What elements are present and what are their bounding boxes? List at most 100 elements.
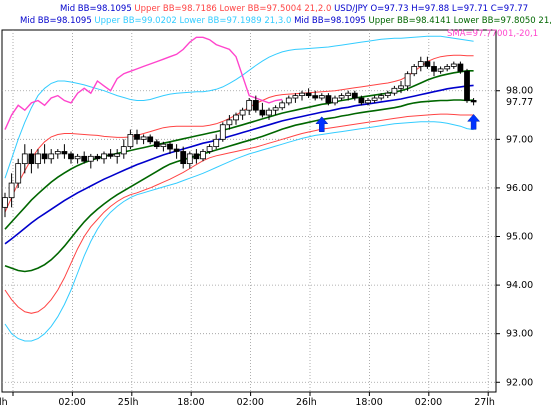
x-tick-label: 02:00 xyxy=(237,397,264,408)
x-tick-label: 25lh xyxy=(118,397,139,408)
candle-body xyxy=(134,134,140,140)
candle-body xyxy=(41,153,48,160)
candle-body xyxy=(305,92,312,96)
y-tick-label: 98.00 xyxy=(506,86,533,97)
axis-layer: 98.00 97.00 96.00 95.00 94.00 93.00 92.00 97.77… xyxy=(0,86,533,408)
legend-item: Lower BB=97.5004 xyxy=(217,4,302,14)
candle-body xyxy=(48,153,55,160)
candle-body xyxy=(167,143,173,150)
sma-params: 1,-20,1 xyxy=(508,29,538,39)
candle-body xyxy=(81,155,88,162)
candle-body xyxy=(140,136,147,140)
y-tick-label: 95.00 xyxy=(506,232,533,243)
candle-body xyxy=(206,146,213,152)
y-tick-label: 92.00 xyxy=(506,377,533,388)
candle-layer xyxy=(2,56,477,218)
y-tick-label: 97.00 xyxy=(506,134,533,145)
candle-body xyxy=(450,63,457,67)
series-line xyxy=(4,121,474,342)
candle-body xyxy=(193,153,200,160)
candle-body xyxy=(411,66,418,75)
candle-body xyxy=(252,100,259,111)
candle-body xyxy=(2,197,8,208)
series-line xyxy=(4,35,474,179)
candle-body xyxy=(54,151,61,155)
x-tick-label: 26lh xyxy=(296,397,317,408)
legend-item: 21,1.0 xyxy=(536,16,551,26)
candle-body xyxy=(365,100,371,104)
candle-body xyxy=(391,87,398,94)
legend-item: Upper BB=98.4141 xyxy=(366,16,451,26)
series-line xyxy=(4,84,474,245)
legend-item: 21,2.0 xyxy=(302,4,332,14)
header-row-1: Mid BB=98.1095 Upper BB=98.7186 Lower BB… xyxy=(60,4,528,14)
candle-body xyxy=(437,68,444,72)
candle-body xyxy=(417,61,424,67)
candle-body xyxy=(160,143,167,148)
grid-layer xyxy=(1,29,497,393)
candle-body xyxy=(173,148,180,152)
candle-body xyxy=(15,163,22,184)
marker-layer xyxy=(315,113,481,133)
legend-item: Mid BB=98.1095 xyxy=(291,16,365,26)
candle-body xyxy=(259,109,266,116)
series-line xyxy=(4,36,283,130)
candle-body xyxy=(378,95,385,99)
candle-body xyxy=(332,97,338,104)
candle-body xyxy=(246,100,253,111)
candle-body xyxy=(180,151,187,165)
candle-body xyxy=(101,153,107,160)
candle-body xyxy=(239,109,246,116)
last-price-label: 97.77 xyxy=(506,97,533,108)
candle-body xyxy=(325,95,332,104)
candle-body xyxy=(21,153,28,165)
header-row-2: Mid BB=98.1095 Upper BB=99.0202 Lower BB… xyxy=(20,16,551,26)
x-tick-label: 02:00 xyxy=(58,397,85,408)
candle-body xyxy=(444,66,451,70)
candle-body xyxy=(186,153,193,165)
candle-body xyxy=(285,97,292,104)
candle-body xyxy=(153,141,160,148)
candle-body xyxy=(28,153,35,165)
x-tick-label: 18:00 xyxy=(355,397,382,408)
candle-body xyxy=(470,100,477,103)
y-tick-label: 96.00 xyxy=(506,183,533,194)
candle-body xyxy=(120,146,127,155)
legend-item: 21,3.0 xyxy=(262,16,292,26)
candle-body xyxy=(292,95,299,99)
candle-body xyxy=(200,151,206,160)
legend-item: Upper BB=99.0202 xyxy=(92,16,177,26)
x-tick-label: 02:00 xyxy=(415,397,442,408)
candle-body xyxy=(345,92,352,96)
series-line xyxy=(4,99,474,273)
legend-item: Mid BB=98.1095 xyxy=(20,16,92,26)
candle-body xyxy=(398,85,404,89)
candle-body xyxy=(404,73,411,87)
candle-body xyxy=(431,66,437,72)
legend-item: Mid BB=98.1095 xyxy=(60,4,132,14)
candle-body xyxy=(272,107,279,111)
candle-body xyxy=(87,155,94,162)
candle-body xyxy=(213,138,220,148)
legend-item: Upper BB=98.7186 xyxy=(132,4,217,14)
signal-arrow xyxy=(467,113,481,130)
candle-body xyxy=(318,95,325,99)
candle-body xyxy=(219,124,226,140)
candle-body xyxy=(61,151,68,155)
candle-body xyxy=(299,92,305,96)
y-tick-label: 94.00 xyxy=(506,280,533,291)
legend-item: Lower BB=97.1989 xyxy=(177,16,262,26)
legend-item: Lower BB=97.8050 xyxy=(451,16,536,26)
x-tick-label: lh xyxy=(0,397,8,408)
candle-body xyxy=(68,153,74,160)
candle-body xyxy=(74,155,81,160)
x-tick-label: 18:00 xyxy=(177,397,204,408)
candle-body xyxy=(107,153,114,157)
x-tick-label: 27lh xyxy=(474,397,495,408)
legend-item: USD/JPY O=97.73 H=97.88 L=97.71 C=97.77 xyxy=(331,4,528,14)
candle-body xyxy=(233,114,239,121)
candle-body xyxy=(358,97,365,104)
